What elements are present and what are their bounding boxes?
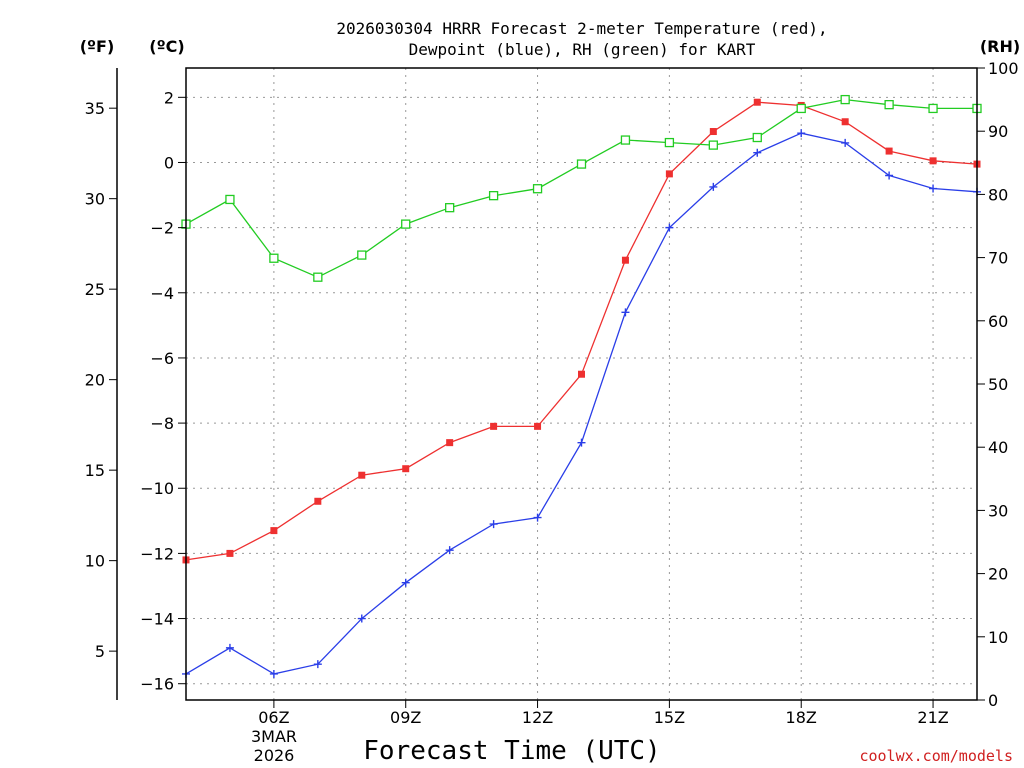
- rh-point: [357, 250, 367, 260]
- dewpoint-point: [841, 138, 850, 147]
- temperature-point: [402, 465, 410, 473]
- rh-tick-label: 60: [988, 312, 1008, 331]
- rh-point: [664, 137, 675, 148]
- fahrenheit-tick-label: 35: [85, 99, 105, 118]
- dewpoint-point: [489, 520, 498, 529]
- celsius-tick-label: 0: [164, 153, 174, 172]
- celsius-tick-label: −2: [150, 219, 174, 238]
- dewpoint-point: [709, 182, 718, 191]
- rh-point: [532, 184, 543, 194]
- rh-point: [840, 94, 850, 105]
- temperature-point: [534, 422, 542, 430]
- rh-tick-label: 100: [988, 59, 1019, 78]
- dewpoint-point: [577, 438, 586, 447]
- dewpoint-point: [885, 171, 894, 180]
- x-tick-label: 18Z: [786, 708, 817, 727]
- rh-point: [884, 100, 894, 110]
- x-tick-label: 09Z: [390, 708, 421, 727]
- celsius-tick-label: −10: [140, 479, 174, 498]
- fahrenheit-tick-label: 20: [85, 371, 105, 390]
- rh-point: [313, 272, 323, 282]
- dewpoint-line: [185, 132, 978, 675]
- rh-line: [185, 98, 977, 278]
- x-axis-label: Forecast Time (UTC): [363, 736, 660, 766]
- temperature-point: [665, 170, 673, 178]
- fahrenheit-unit-label: (ºF): [80, 37, 115, 56]
- date-label-year: 2026: [254, 746, 295, 765]
- date-label-day: 3MAR: [251, 727, 297, 746]
- temperature-point: [753, 98, 761, 106]
- dewpoint-point: [929, 184, 938, 193]
- celsius-unit-label: (ºC): [149, 37, 184, 56]
- rh-point: [928, 103, 938, 114]
- celsius-tick-label: −12: [140, 544, 174, 563]
- rh-tick-label: 0: [988, 691, 998, 710]
- fahrenheit-tick-label: 30: [85, 190, 105, 209]
- dewpoint-point: [445, 546, 454, 555]
- celsius-tick-label: −14: [140, 610, 174, 629]
- celsius-tick-label: 2: [164, 88, 174, 107]
- dewpoint-point: [753, 148, 762, 157]
- x-tick-label: 12Z: [522, 708, 553, 727]
- celsius-tick-label: −6: [150, 349, 174, 368]
- dewpoint-point: [665, 223, 674, 232]
- x-tick-label: 06Z: [258, 708, 289, 727]
- temperature-line: [185, 101, 978, 561]
- fahrenheit-tick-label: 15: [85, 461, 105, 480]
- rh-tick-label: 40: [988, 438, 1008, 457]
- rh-tick-label: 70: [988, 249, 1008, 268]
- temperature-point: [841, 118, 849, 126]
- rh-tick-label: 50: [988, 375, 1008, 394]
- fahrenheit-tick-label: 10: [85, 552, 105, 571]
- chart-title-line-1: 2026030304 HRRR Forecast 2-meter Tempera…: [336, 19, 827, 38]
- rh-point: [752, 132, 762, 143]
- credit-link[interactable]: coolwx.com/models: [859, 747, 1013, 765]
- axis-layer: 353025201510520−2−4−6−8−10−12−14−1610090…: [85, 59, 1019, 727]
- dewpoint-point: [533, 513, 542, 522]
- fahrenheit-tick-label: 25: [85, 280, 105, 299]
- temperature-point: [490, 422, 498, 430]
- temperature-point: [621, 256, 629, 264]
- temperature-point: [578, 370, 585, 378]
- dewpoint-point: [225, 643, 234, 652]
- temperature-point: [226, 549, 234, 557]
- celsius-tick-label: −4: [150, 284, 174, 303]
- rh-tick-label: 90: [988, 122, 1008, 141]
- celsius-tick-label: −8: [150, 414, 174, 433]
- rh-tick-label: 80: [988, 185, 1008, 204]
- rh-tick-label: 30: [988, 501, 1008, 520]
- chart-title-line-2: Dewpoint (blue), RH (green) for KART: [409, 40, 756, 59]
- rh-point: [488, 191, 499, 201]
- rh-point: [708, 140, 718, 150]
- rh-unit-label: (RH): [980, 37, 1020, 56]
- rh-point: [269, 253, 279, 263]
- temperature-point: [709, 128, 717, 136]
- rh-tick-label: 10: [988, 628, 1008, 647]
- fahrenheit-tick-label: 5: [95, 642, 105, 661]
- rh-point: [620, 135, 631, 145]
- dewpoint-point: [621, 308, 630, 317]
- dewpoint-point: [797, 129, 806, 138]
- rh-point: [445, 203, 455, 213]
- x-tick-label: 21Z: [917, 708, 948, 727]
- dewpoint-point: [313, 660, 322, 669]
- rh-point: [796, 103, 806, 114]
- rh-point: [576, 159, 587, 169]
- rh-point: [401, 219, 411, 229]
- dewpoint-point: [357, 614, 366, 623]
- dewpoint-point: [401, 578, 410, 587]
- temperature-point: [446, 439, 454, 447]
- celsius-tick-label: −16: [140, 675, 174, 694]
- temperature-point: [885, 147, 893, 155]
- temperature-point: [270, 527, 278, 535]
- rh-tick-label: 20: [988, 565, 1008, 584]
- temperature-point: [929, 157, 937, 165]
- temperature-point: [314, 497, 322, 505]
- series-layer: [181, 94, 982, 678]
- x-tick-label: 15Z: [654, 708, 685, 727]
- dewpoint-point: [269, 669, 278, 678]
- temperature-point: [358, 471, 366, 479]
- rh-point: [225, 194, 235, 205]
